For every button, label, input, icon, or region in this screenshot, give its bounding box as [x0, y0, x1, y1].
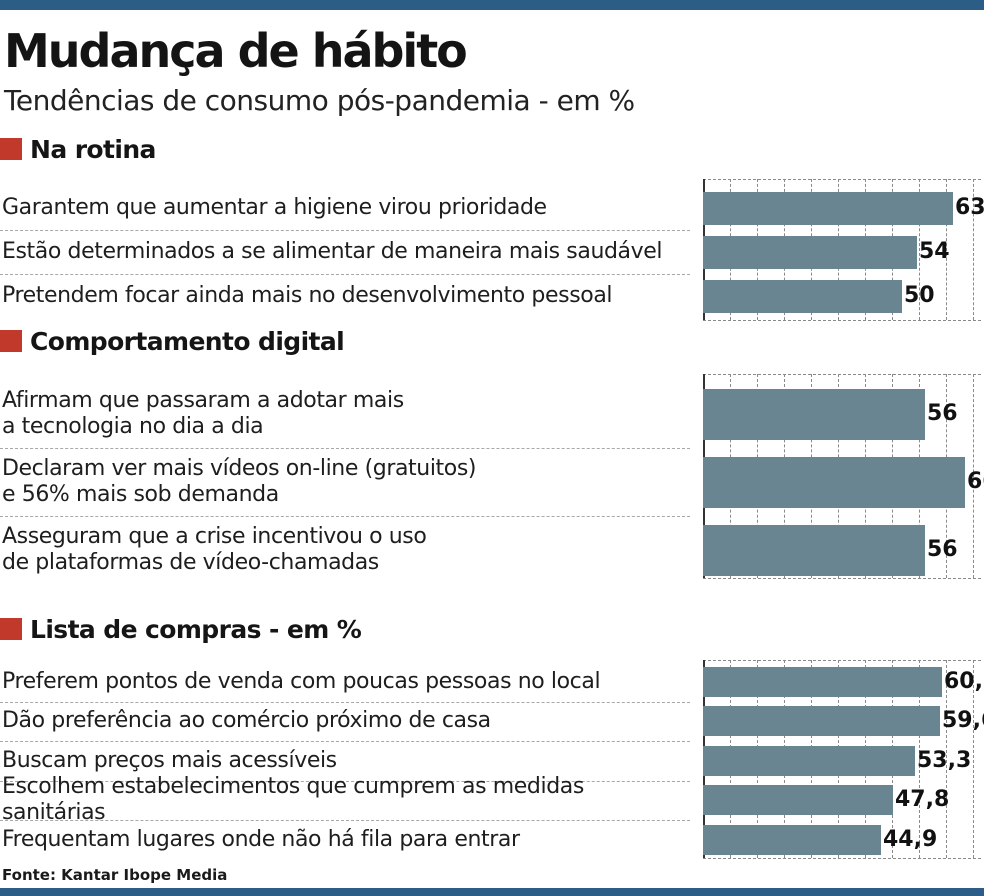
category-label: Preferem pontos de venda com poucas pess…	[2, 668, 601, 694]
bar	[703, 388, 925, 440]
category-label: Declaram ver mais vídeos on-line (gratui…	[2, 456, 477, 507]
category-label: Afirmam que passaram a adotar mais a tec…	[2, 388, 404, 439]
grid-line	[973, 660, 974, 858]
bar	[703, 456, 965, 508]
category-label: Buscam preços mais acessíveis	[2, 747, 337, 773]
category-label: Frequentam lugares onde não há fila para…	[2, 826, 520, 852]
bar	[703, 824, 881, 855]
top-frame-bar	[0, 0, 984, 10]
category-label: Escolhem estabelecimentos que cumprem as…	[2, 774, 584, 826]
data-label: 53,3	[917, 747, 972, 773]
grid-bottom-line	[703, 320, 981, 321]
row-separator	[0, 701, 690, 703]
chart-title: Mudança de hábito	[4, 24, 468, 78]
section-marker-icon	[0, 618, 22, 640]
data-label: 59,6	[942, 708, 984, 734]
category-label: Estão determinados a se alimentar de man…	[2, 239, 663, 264]
data-label: 47,8	[895, 787, 950, 813]
bar	[703, 706, 940, 737]
grid-line	[973, 374, 974, 578]
bar	[703, 279, 902, 313]
row-separator	[0, 516, 690, 517]
section-title: Comportamento digital	[30, 326, 345, 356]
section-marker-icon	[0, 138, 22, 160]
grid-line	[946, 660, 947, 858]
row-separator	[0, 274, 690, 275]
section-marker-icon	[0, 330, 22, 352]
grid-line	[919, 179, 920, 320]
section-header: Na rotina	[0, 134, 156, 164]
category-label: Dão preferência ao comércio próximo de c…	[2, 708, 491, 734]
grid-bottom-line	[703, 578, 981, 579]
category-label: Garantem que aumentar a higiene virou pr…	[2, 195, 547, 220]
source-note: Fonte: Kantar Ibope Media	[2, 866, 228, 884]
data-label: 54	[919, 239, 950, 264]
row-separator	[0, 780, 690, 782]
category-label: Asseguram que a crise incentivou o uso d…	[2, 524, 427, 575]
category-label: Pretendem focar ainda mais no desenvolvi…	[2, 283, 613, 308]
section-header: Lista de compras - em %	[0, 614, 362, 644]
data-label: 63	[955, 195, 984, 220]
data-label: 66	[967, 469, 984, 494]
grid-top-line	[703, 179, 981, 180]
grid-line	[919, 660, 920, 858]
chart-subtitle: Tendências de consumo pós-pandemia - em …	[4, 84, 635, 117]
grid-top-line	[703, 374, 981, 375]
bar	[703, 745, 915, 776]
bar	[703, 666, 942, 697]
data-label: 56	[927, 401, 958, 426]
row-separator	[0, 741, 690, 742]
row-separator	[0, 820, 690, 821]
section-title: Lista de compras - em %	[30, 614, 362, 644]
grid-line	[946, 179, 947, 320]
data-label: 44,9	[883, 826, 938, 852]
grid-top-line	[703, 660, 981, 661]
bottom-frame-bar	[0, 888, 984, 896]
data-label: 60,2	[944, 668, 984, 694]
grid-bottom-line	[703, 858, 981, 859]
data-label: 50	[904, 283, 935, 308]
row-separator	[0, 230, 690, 231]
grid-line	[973, 179, 974, 320]
bar	[703, 785, 893, 816]
bar	[703, 524, 925, 576]
data-label: 56	[927, 537, 958, 562]
section-header: Comportamento digital	[0, 326, 345, 356]
section-title: Na rotina	[30, 134, 156, 164]
row-separator	[0, 448, 690, 449]
bar	[703, 235, 917, 269]
bar	[703, 191, 953, 225]
